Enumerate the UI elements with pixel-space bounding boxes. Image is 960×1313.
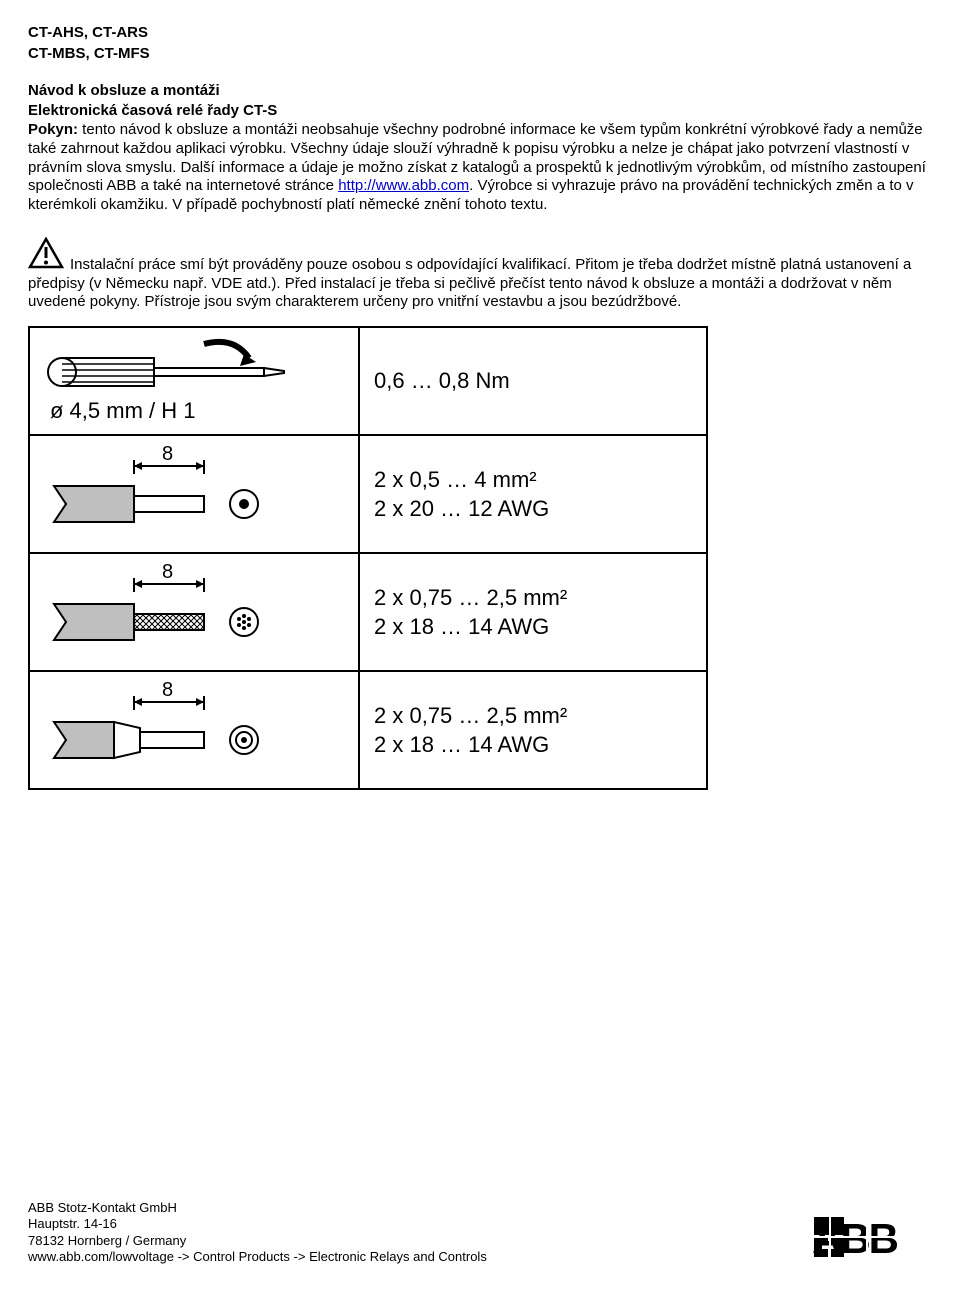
table-row: 8 2 x 0,5 … 4 mm² 2 x 20 … 12 AWG bbox=[29, 435, 707, 553]
spec-value: 2 x 18 … 14 AWG bbox=[374, 613, 692, 641]
spec-value: 0,6 … 0,8 Nm bbox=[374, 367, 692, 395]
spec-value: 2 x 20 … 12 AWG bbox=[374, 495, 692, 523]
warning-text: Instalační práce smí být prováděny pouze… bbox=[28, 256, 911, 311]
model-line-1: CT-AHS, CT-ARS bbox=[28, 24, 932, 43]
intro-bold-line: Elektronická časová relé řady CT-S bbox=[28, 102, 277, 119]
warning-paragraph: Instalační práce smí být prováděny pouze… bbox=[28, 237, 932, 312]
spec-value: 2 x 0,75 … 2,5 mm² bbox=[374, 584, 692, 612]
wire-ferrule-cell: 8 bbox=[29, 671, 359, 789]
footer-address: ABB Stotz-Kontakt GmbH Hauptstr. 14-16 7… bbox=[28, 1200, 487, 1265]
screwdriver-cell: ø 4,5 mm / H 1 bbox=[29, 327, 359, 435]
svg-text:8: 8 bbox=[162, 564, 173, 583]
warning-icon bbox=[28, 237, 64, 275]
model-line-2: CT-MBS, CT-MFS bbox=[28, 45, 932, 64]
wire-stranded-cell: 8 bbox=[29, 553, 359, 671]
model-heading: CT-AHS, CT-ARS CT-MBS, CT-MFS bbox=[28, 24, 932, 64]
spec-value: 2 x 0,5 … 4 mm² bbox=[374, 466, 692, 494]
abb-logo: ABB bbox=[812, 1213, 932, 1265]
footer-company: ABB Stotz-Kontakt GmbH bbox=[28, 1200, 487, 1216]
table-row: 8 2 bbox=[29, 553, 707, 671]
manual-title: Návod k obsluze a montáži bbox=[28, 82, 932, 101]
pokyn-label: Pokyn: bbox=[28, 121, 78, 138]
wire-ferrule-values: 2 x 0,75 … 2,5 mm² 2 x 18 … 14 AWG bbox=[359, 671, 707, 789]
wire-stranded-values: 2 x 0,75 … 2,5 mm² 2 x 18 … 14 AWG bbox=[359, 553, 707, 671]
dim-label: 8 bbox=[162, 446, 173, 465]
spec-value: 2 x 0,75 … 2,5 mm² bbox=[374, 702, 692, 730]
spec-value: 2 x 18 … 14 AWG bbox=[374, 731, 692, 759]
footer: ABB Stotz-Kontakt GmbH Hauptstr. 14-16 7… bbox=[28, 1200, 932, 1265]
table-row: 8 2 x 0,75 … 2,5 mm² 2 x 18 … 14 AWG bbox=[29, 671, 707, 789]
abb-link[interactable]: http://www.abb.com bbox=[338, 177, 469, 194]
torque-cell: 0,6 … 0,8 Nm bbox=[359, 327, 707, 435]
footer-url: www.abb.com/lowvoltage -> Control Produc… bbox=[28, 1249, 487, 1265]
intro-paragraph: Elektronická časová relé řady CT-S Pokyn… bbox=[28, 102, 932, 215]
specification-table: ø 4,5 mm / H 1 0,6 … 0,8 Nm 8 bbox=[28, 326, 708, 790]
svg-text:8: 8 bbox=[162, 682, 173, 701]
wire-solid-values: 2 x 0,5 … 4 mm² 2 x 20 … 12 AWG bbox=[359, 435, 707, 553]
wire-solid-cell: 8 bbox=[29, 435, 359, 553]
table-row: ø 4,5 mm / H 1 0,6 … 0,8 Nm bbox=[29, 327, 707, 435]
footer-addr1: Hauptstr. 14-16 bbox=[28, 1216, 487, 1232]
screwdriver-caption-svg: ø 4,5 mm / H 1 bbox=[50, 398, 195, 423]
footer-addr2: 78132 Hornberg / Germany bbox=[28, 1233, 487, 1249]
